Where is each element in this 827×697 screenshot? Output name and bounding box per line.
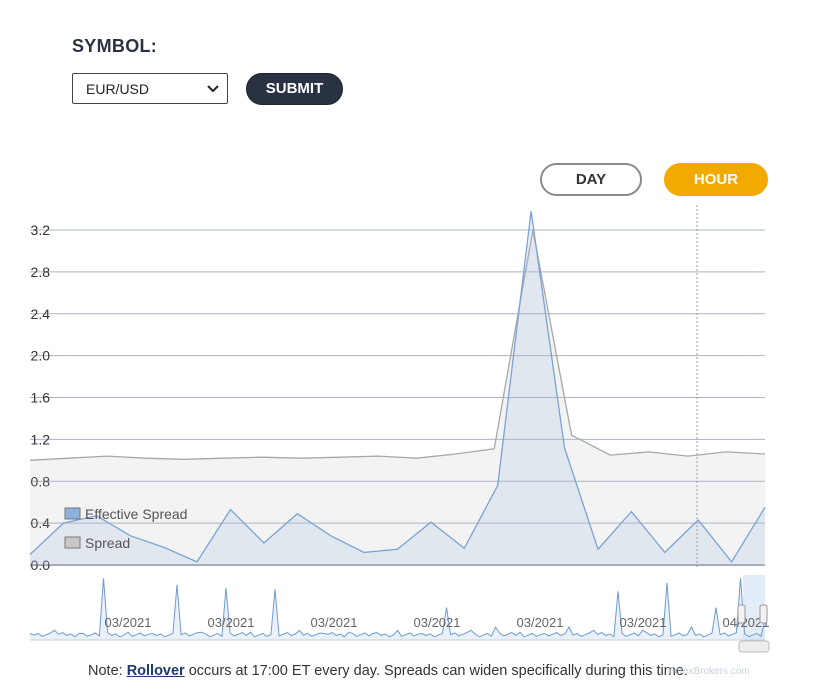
y-tick-label: 2.8 [31,264,51,280]
chevron-down-icon [207,85,219,93]
navigator-selection [743,575,765,640]
y-tick-label: 1.6 [31,390,51,406]
navigator-x-label: 03/2021 [620,615,667,630]
navigator-handle[interactable] [759,604,768,624]
navigator-line [29,578,766,638]
symbol-label: SYMBOL: [72,36,158,56]
y-tick-label: 2.0 [31,348,51,364]
navigator-x-label: 03/2021 [414,615,461,630]
symbol-select-value: EUR/USD [86,81,150,97]
y-tick-label: 3.2 [31,222,51,238]
navigator-x-label: 03/2021 [517,615,564,630]
series-line-spread [29,229,766,461]
legend-label: Spread [85,535,130,551]
y-tick-label: 0.8 [31,473,51,489]
rollover-note: Note: Rollover occurs at 17:00 ET every … [88,663,688,679]
note-prefix: Note: [88,663,127,679]
navigator-handle[interactable] [737,604,746,624]
hour-toggle-button[interactable]: HOUR [664,163,768,196]
y-tick-label: 0.4 [31,515,51,531]
spread-chart: 0.0 0.4 0.8 1.2 1.6 2.0 2.4 2.8 3.2 Effective Spr… [29,205,770,653]
navigator-x-label: 03/2021 [208,615,255,630]
navigator-x-label: 03/2021 [311,615,358,630]
day-toggle-button[interactable]: DAY [540,163,642,196]
y-tick-label: 2.4 [31,306,51,322]
legend-swatch [64,507,81,520]
y-tick-label: 0.0 [31,557,51,573]
symbol-select[interactable]: EUR/USD [72,73,228,104]
legend-label: Effective Spread [85,506,187,522]
y-tick-label: 1.2 [31,431,51,447]
navigator-x-label: 03/2021 [105,615,152,630]
rollover-link[interactable]: Rollover [126,663,185,679]
note-suffix: occurs at 17:00 ET every day. Spreads ca… [184,663,688,679]
series-area-spread [30,230,765,565]
navigator-x-label: 04/2021 [723,615,770,630]
legend-swatch [64,536,81,549]
navigator-scrollbar [738,640,770,653]
submit-button[interactable]: SUBMIT [246,73,343,105]
watermark-logo: ForexBrokers.com [668,666,750,677]
series-area-effective-spread [30,211,765,565]
